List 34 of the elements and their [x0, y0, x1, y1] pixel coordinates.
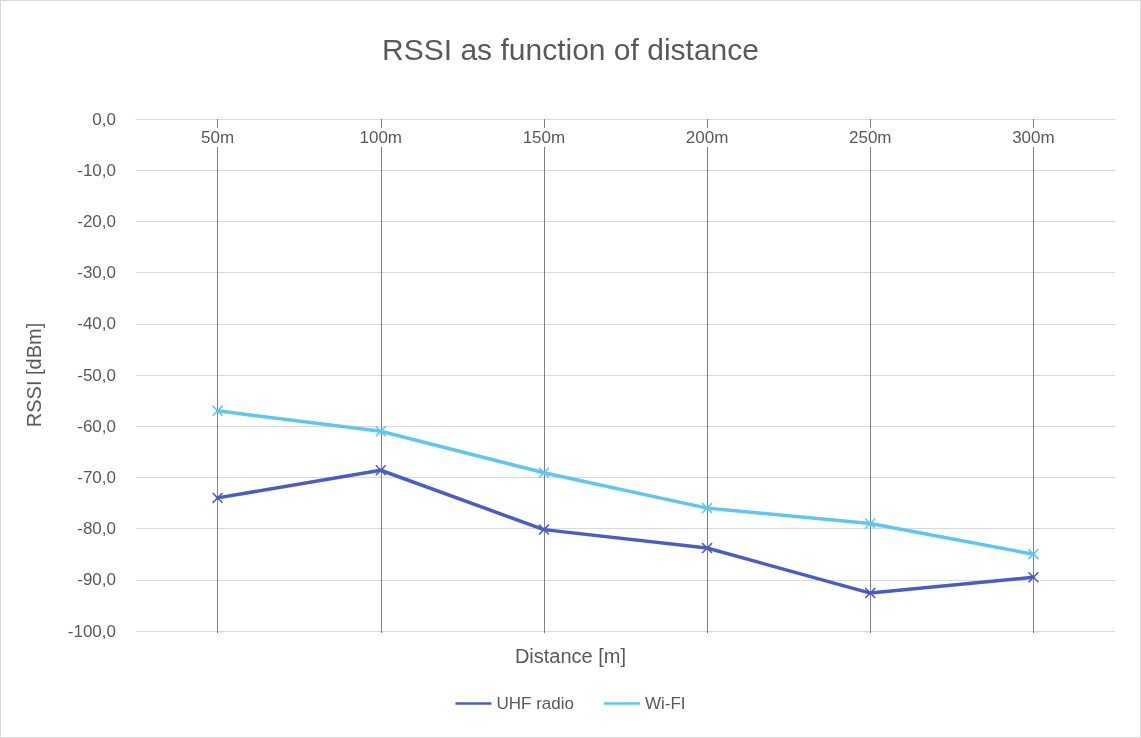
point — [538, 467, 550, 479]
x-tick-label: 250m — [848, 128, 892, 147]
y-tick-label: -30,0 — [77, 263, 116, 283]
x-tick-label: 150m — [522, 128, 566, 147]
y-tick-label: -100,0 — [67, 621, 116, 641]
y-axis-title: RSSI [dBm] — [23, 322, 45, 428]
legend-label: Wi-FI — [644, 694, 686, 713]
y-tick-label: 0,0 — [92, 109, 116, 129]
x-tick-label: 200m — [685, 128, 729, 147]
point — [1027, 571, 1039, 583]
point — [701, 542, 713, 554]
x-tick-label: 300m — [1012, 128, 1055, 147]
y-tick-label: -40,0 — [77, 314, 116, 334]
point — [864, 517, 876, 529]
point — [864, 587, 876, 599]
legend-label: UHF radio — [496, 694, 574, 713]
point — [1027, 548, 1039, 560]
y-tick-label: -60,0 — [77, 416, 116, 436]
y-tick-label: -90,0 — [77, 570, 116, 590]
chart-title: RSSI as function of distance — [382, 32, 759, 66]
point — [375, 464, 387, 476]
point — [375, 425, 387, 437]
y-tick-label: -80,0 — [77, 519, 116, 539]
y-tick-label: -50,0 — [77, 365, 116, 385]
point — [538, 524, 550, 536]
y-tick-label: -10,0 — [77, 160, 116, 180]
x-tick-label: 100m — [359, 128, 403, 147]
point — [212, 492, 224, 504]
y-tick-label: -20,0 — [77, 211, 116, 231]
point — [212, 405, 224, 417]
point — [701, 502, 713, 514]
x-tick-label: 50m — [201, 128, 235, 147]
y-tick-label: -70,0 — [77, 467, 116, 487]
x-axis-title: Distance [m] — [514, 645, 627, 667]
